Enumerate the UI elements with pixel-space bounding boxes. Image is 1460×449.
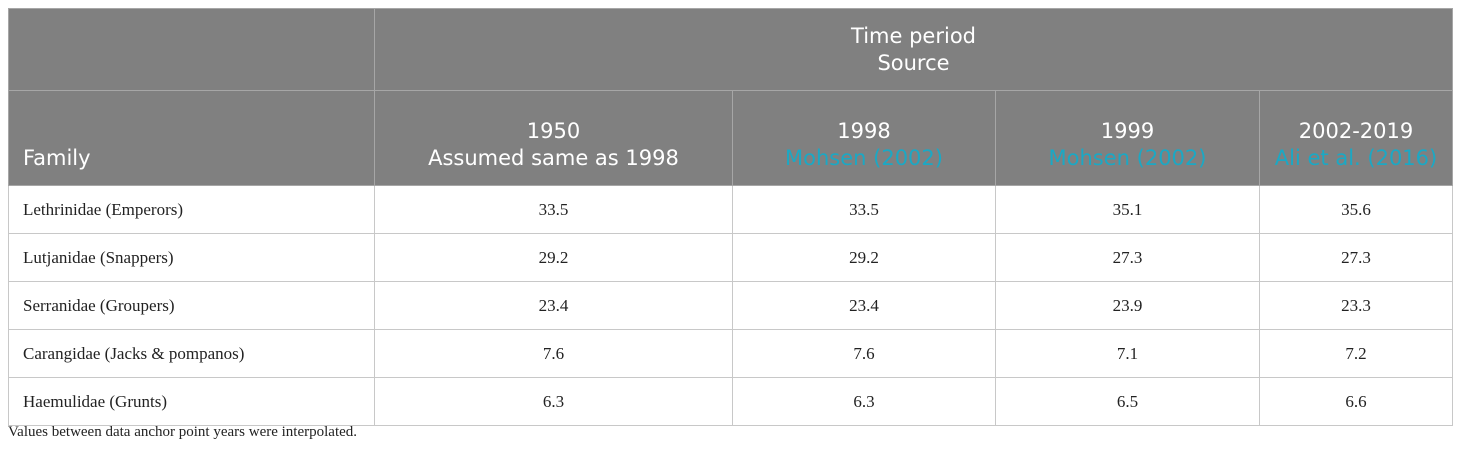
source-link[interactable]: Mohsen (2002) bbox=[1048, 146, 1207, 170]
family-cell: Haemulidae (Grunts) bbox=[8, 377, 375, 426]
value-cell: 7.6 bbox=[732, 329, 996, 378]
value-cell: 7.1 bbox=[995, 329, 1260, 378]
source-link[interactable]: Mohsen (2002) bbox=[785, 146, 943, 170]
source-link[interactable]: Ali et al. (2016) bbox=[1274, 146, 1438, 170]
column-year: 2002-2019 bbox=[1298, 119, 1414, 143]
family-cell: Lutjanidae (Snappers) bbox=[8, 233, 375, 282]
column-year: 1999 bbox=[1100, 119, 1155, 143]
table-row: Lutjanidae (Snappers) 29.2 29.2 27.3 27.… bbox=[8, 233, 1454, 282]
time-period-label: Time period bbox=[851, 23, 976, 48]
column-header-1998: 1998 Mohsen (2002) bbox=[732, 90, 996, 186]
family-column-header: Family bbox=[8, 90, 375, 186]
value-cell: 29.2 bbox=[374, 233, 733, 282]
value-cell: 35.6 bbox=[1258, 185, 1454, 234]
column-year: 1950 bbox=[526, 119, 581, 143]
table-row: Carangidae (Jacks & pompanos) 7.6 7.6 7.… bbox=[8, 329, 1454, 378]
table-row: Lethrinidae (Emperors) 33.5 33.5 35.1 35… bbox=[8, 185, 1454, 234]
value-cell: 23.4 bbox=[732, 281, 996, 330]
value-cell: 35.1 bbox=[995, 185, 1260, 234]
value-cell: 33.5 bbox=[374, 185, 733, 234]
value-cell: 23.4 bbox=[374, 281, 733, 330]
value-cell: 33.5 bbox=[732, 185, 996, 234]
header-empty-cell bbox=[8, 8, 375, 91]
column-year: 1998 bbox=[837, 119, 891, 143]
column-header-2002-2019: 2002-2019 Ali et al. (2016) bbox=[1258, 90, 1454, 186]
column-header-1999: 1999 Mohsen (2002) bbox=[995, 90, 1260, 186]
value-cell: 6.3 bbox=[374, 377, 733, 426]
data-table: Time period Source Family 1950 Assumed s… bbox=[8, 8, 1454, 426]
table-footnote: Values between data anchor point years w… bbox=[8, 424, 358, 440]
family-cell: Lethrinidae (Emperors) bbox=[8, 185, 375, 234]
table-wrapper: Time period Source Family 1950 Assumed s… bbox=[8, 8, 1454, 426]
table-row: Serranidae (Groupers) 23.4 23.4 23.9 23.… bbox=[8, 281, 1454, 330]
header-row-columns: Family 1950 Assumed same as 1998 1998 Mo… bbox=[8, 90, 1454, 186]
source-label: Source bbox=[877, 50, 950, 75]
time-period-header: Time period Source bbox=[373, 8, 1454, 91]
header-row-top: Time period Source bbox=[8, 8, 1454, 91]
value-cell: 27.3 bbox=[1258, 233, 1454, 282]
value-cell: 7.6 bbox=[374, 329, 733, 378]
family-cell: Carangidae (Jacks & pompanos) bbox=[8, 329, 375, 378]
value-cell: 23.9 bbox=[995, 281, 1260, 330]
value-cell: 27.3 bbox=[995, 233, 1260, 282]
value-cell: 23.3 bbox=[1258, 281, 1454, 330]
value-cell: 7.2 bbox=[1258, 329, 1454, 378]
table-row: Haemulidae (Grunts) 6.3 6.3 6.5 6.6 bbox=[8, 377, 1454, 426]
column-source: Assumed same as 1998 bbox=[428, 146, 679, 170]
value-cell: 6.3 bbox=[732, 377, 996, 426]
column-header-1950: 1950 Assumed same as 1998 bbox=[374, 90, 733, 186]
family-cell: Serranidae (Groupers) bbox=[8, 281, 375, 330]
value-cell: 6.5 bbox=[995, 377, 1260, 426]
value-cell: 6.6 bbox=[1258, 377, 1454, 426]
value-cell: 29.2 bbox=[732, 233, 996, 282]
